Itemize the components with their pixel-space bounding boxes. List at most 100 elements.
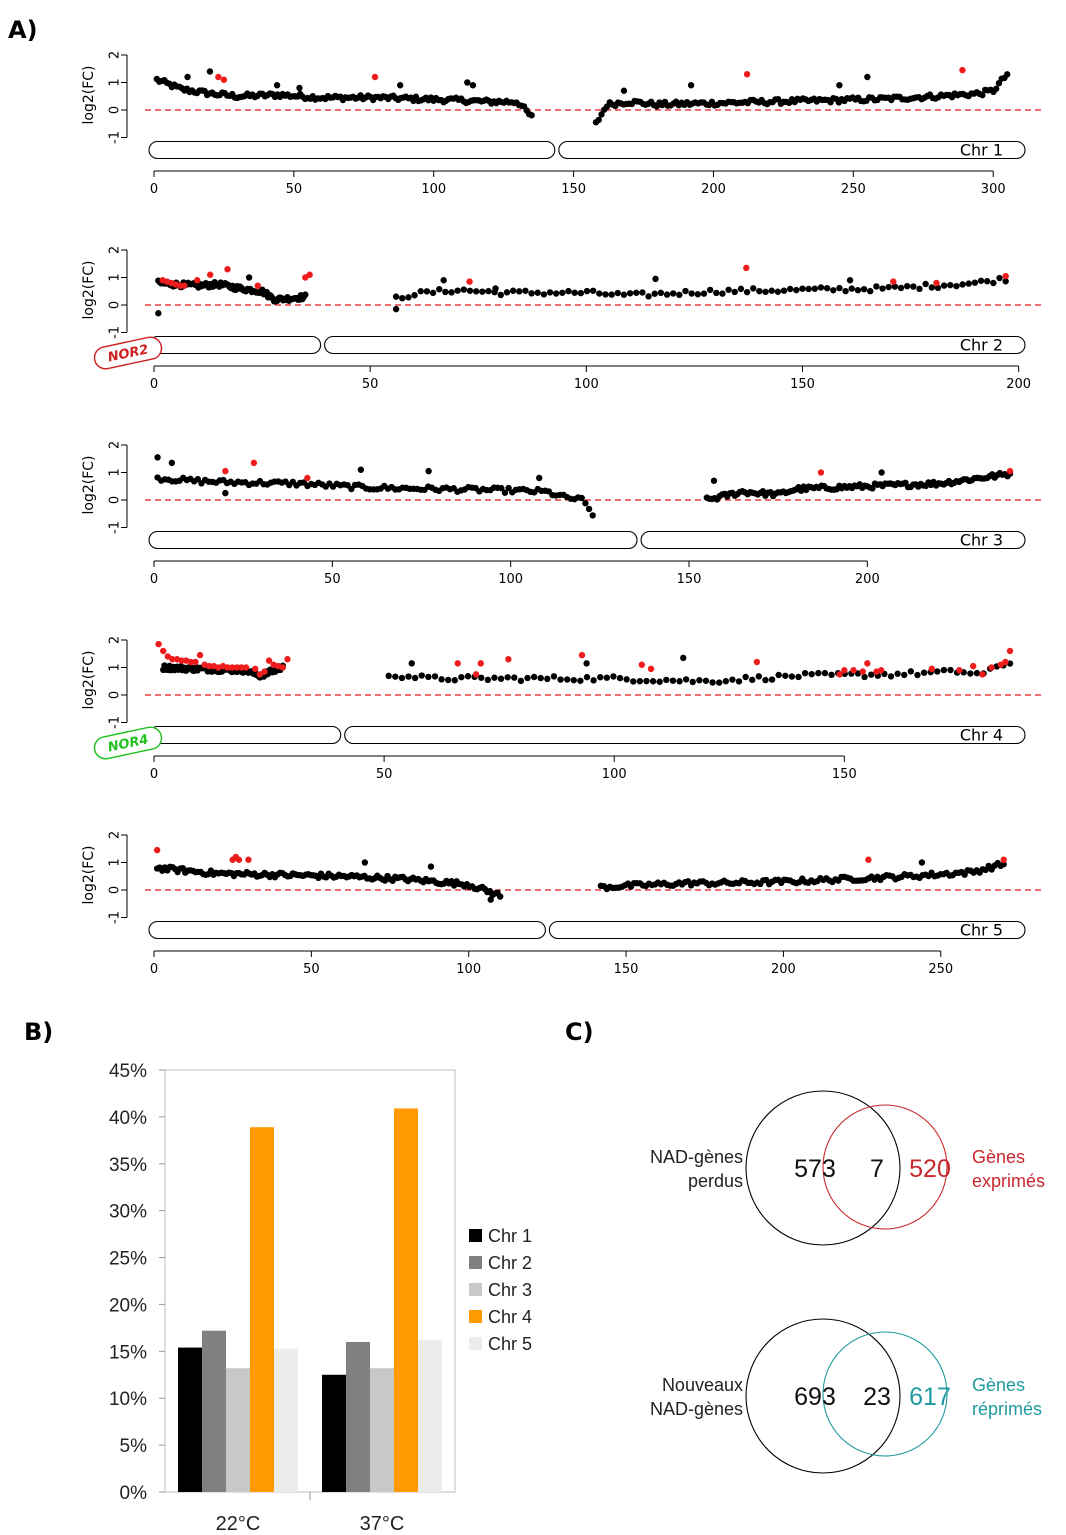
bar xyxy=(370,1368,394,1492)
x-tick-label: 0 xyxy=(150,572,158,587)
data-point xyxy=(454,287,461,294)
data-point xyxy=(565,287,572,295)
chromosome-plot-2: -1 0 1 2 log2(FC) Chr 2 NOR2 0 50 100 150 200 xyxy=(81,246,1042,392)
y-tick-label: 0 xyxy=(108,886,123,894)
highlighted-point xyxy=(261,668,268,675)
legend-label: Chr 4 xyxy=(488,1307,532,1327)
data-point xyxy=(879,285,886,292)
y-tick-label: 45% xyxy=(109,1061,147,1082)
data-point xyxy=(168,459,176,467)
data-point xyxy=(623,676,630,683)
nor-badge-outline xyxy=(93,336,163,370)
y-tick-label: -1 xyxy=(108,326,123,339)
highlighted-point xyxy=(178,657,185,664)
panel-c-label: C) xyxy=(565,1018,594,1046)
data-point xyxy=(296,84,303,92)
venn-right-count: 520 xyxy=(909,1155,951,1183)
data-point xyxy=(719,290,726,297)
highlighted-point xyxy=(850,667,857,674)
data-point xyxy=(484,676,492,684)
data-point xyxy=(977,277,985,284)
highlighted-point xyxy=(220,76,228,83)
highlighted-point xyxy=(284,656,291,663)
data-point xyxy=(710,477,718,484)
data-point xyxy=(940,666,948,674)
data-point xyxy=(873,283,880,290)
data-point xyxy=(398,674,406,682)
data-point xyxy=(731,288,738,296)
data-point xyxy=(639,289,646,296)
venn-overlap-count: 23 xyxy=(863,1383,891,1411)
x-tick-label: 150 xyxy=(561,182,586,197)
data-point xyxy=(464,673,472,680)
panel-a-label: A) xyxy=(8,16,38,44)
chromosome-name: Chr 1 xyxy=(960,141,1003,160)
data-point xyxy=(431,673,439,680)
chromosome-name: Chr 3 xyxy=(960,531,1003,550)
x-tick-label: 300 xyxy=(981,182,1006,197)
y-tick-label: 2 xyxy=(108,831,123,839)
highlighted-point xyxy=(235,856,243,863)
data-point xyxy=(460,286,468,293)
y-tick-label: 1 xyxy=(108,858,123,866)
highlighted-point xyxy=(743,264,750,272)
chromosome-arm-q xyxy=(558,140,1026,160)
highlighted-point xyxy=(242,664,250,671)
data-point xyxy=(725,286,732,293)
highlighted-point xyxy=(229,664,236,671)
data-point xyxy=(517,677,525,685)
y-tick-label: -1 xyxy=(108,911,123,924)
panel-b-label: B) xyxy=(24,1018,53,1046)
data-point xyxy=(537,674,544,682)
data-point xyxy=(630,678,637,685)
data-point xyxy=(842,287,849,295)
data-point xyxy=(715,679,723,686)
data-point xyxy=(392,305,400,313)
data-point xyxy=(652,275,659,283)
x-tick-label: 0 xyxy=(150,767,158,782)
chromosome-name: Chr 2 xyxy=(960,336,1003,355)
data-point xyxy=(782,672,789,679)
chromosome-plot-1: -1 0 1 2 log2(FC) Chr 1 0 50 100 150 200 250 300 xyxy=(81,51,1042,197)
venn-right-circle xyxy=(822,1331,948,1457)
venn-right-circle xyxy=(822,1104,948,1230)
data-point xyxy=(577,677,584,684)
y-tick-label: 0 xyxy=(108,301,123,309)
data-point xyxy=(385,672,392,680)
data-point xyxy=(928,284,935,291)
data-point xyxy=(498,484,505,492)
data-point xyxy=(583,673,591,681)
data-point xyxy=(583,660,590,667)
data-point xyxy=(577,289,585,297)
bar xyxy=(346,1341,370,1492)
data-point xyxy=(427,863,435,870)
data-point xyxy=(984,278,991,285)
data-point xyxy=(590,677,597,684)
data-point xyxy=(774,95,782,103)
data-point xyxy=(713,289,720,297)
data-point xyxy=(405,673,412,680)
chromosome-plot-5: -1 0 1 2 log2(FC) Chr 5 0 50 100 150 200 250 xyxy=(81,831,1042,977)
venn-left-count: 573 xyxy=(794,1155,836,1183)
data-point xyxy=(557,676,564,683)
data-point xyxy=(848,285,855,292)
data-point xyxy=(442,288,449,296)
data-point xyxy=(916,285,923,293)
data-point xyxy=(563,676,571,683)
highlighted-point xyxy=(155,640,162,648)
data-point xyxy=(663,291,671,298)
data-point xyxy=(992,85,1000,92)
data-point xyxy=(505,484,512,492)
data-point xyxy=(651,290,658,297)
data-point xyxy=(793,286,800,294)
highlighted-point xyxy=(306,271,313,278)
venn-left-label-line1: NAD-gènes xyxy=(650,1147,743,1167)
data-point xyxy=(922,280,929,288)
data-point xyxy=(392,293,400,300)
data-point xyxy=(589,287,597,294)
data-point xyxy=(603,674,611,681)
data-point xyxy=(815,669,822,677)
panel-b-bar-chart: 0% 5% 10% 15% 20% 25% 30% 35% 40% 45% 22°C 37°C Chr … xyxy=(109,1061,532,1535)
data-point xyxy=(947,666,954,674)
data-point xyxy=(559,289,566,296)
